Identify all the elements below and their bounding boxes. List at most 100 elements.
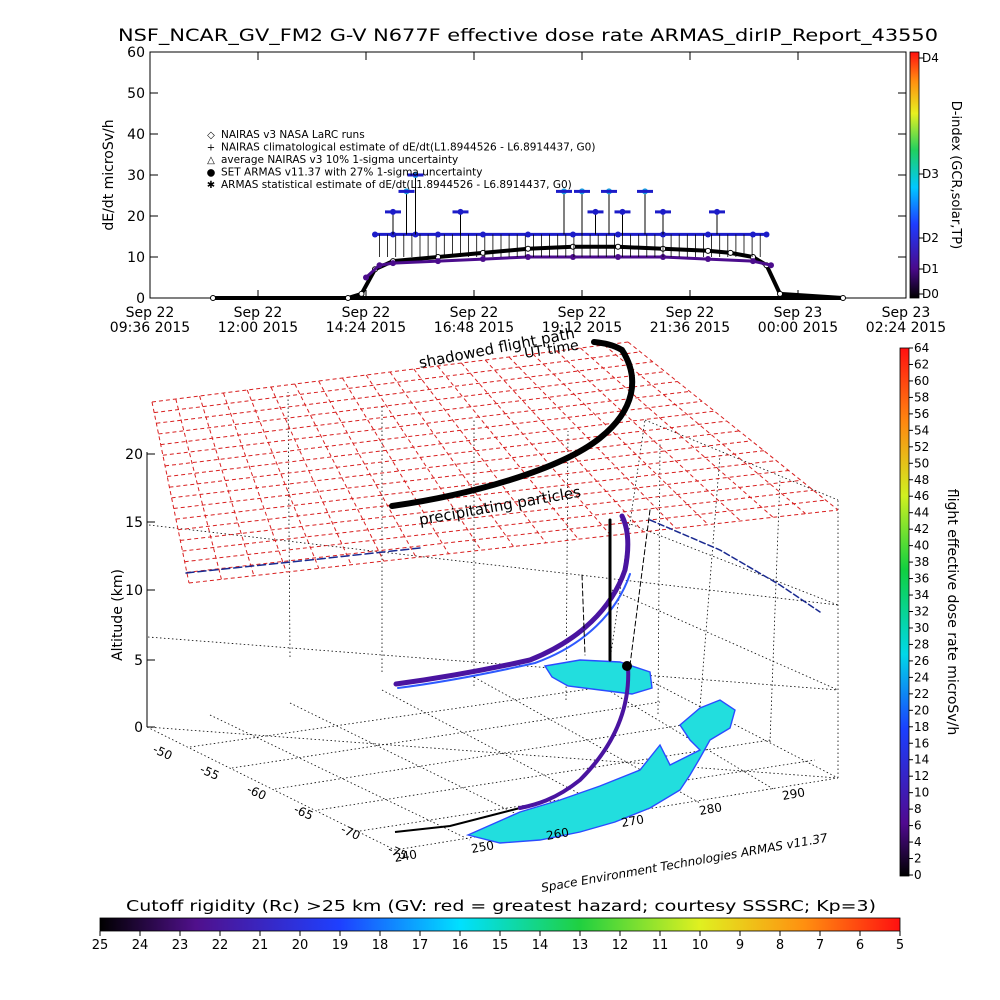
set-armas-point: [750, 231, 756, 238]
rc-tick-label: 5: [896, 938, 904, 953]
armas-stat-point: [390, 260, 396, 267]
nairas-point: [570, 243, 576, 250]
set-armas-point: [570, 231, 576, 238]
latitude-tick-label: -55: [198, 762, 222, 783]
dose-rate-tick-label: 26: [914, 654, 929, 668]
dose-rate-tick-label: 40: [914, 539, 929, 553]
altitude-tick-label: 20: [125, 447, 143, 463]
nairas-point: [727, 249, 734, 256]
dose-rate-tick-label: 6: [914, 819, 922, 833]
dose-rate-tick-label: 12: [914, 769, 929, 783]
dose-rate-tick-label: 62: [914, 357, 929, 371]
altitude-axis-label: Altitude (km): [110, 569, 126, 661]
longitude-tick-label: 240: [393, 847, 418, 865]
d-index-tick-label: D3: [922, 167, 939, 181]
vertical-drop-line-b: [581, 509, 651, 666]
armas-stat-point: [570, 254, 576, 260]
armas-stat-point: [768, 262, 774, 269]
legend-label: NAIRAS climatological estimate of dE/dt(…: [221, 142, 595, 154]
top-x-tick-label-date: Sep 22: [666, 305, 715, 321]
dose-rate-tick-label: 36: [914, 572, 929, 586]
rc-tick-label: 25: [92, 938, 109, 953]
dose-rate-colorbar-title: flight effective dose rate microSv/h: [944, 489, 960, 735]
legend-symbol: ◇: [207, 130, 215, 141]
annotation-precipitating-particles: precipitating particles: [418, 483, 583, 529]
nairas-point: [480, 249, 486, 256]
top-x-tick-label-date: Sep 23: [882, 305, 931, 321]
cyan-footprint-region-b: [543, 659, 653, 695]
top-x-tick-label-time: 19:12 2015: [542, 320, 622, 336]
rc-tick-label: 12: [612, 938, 629, 953]
nairas-point: [525, 245, 531, 252]
dose-rate-tick-label: 24: [914, 670, 929, 684]
altitude-tick-label: 5: [134, 653, 143, 669]
software-credit: Space Environment Technologies ARMAS v11…: [540, 831, 829, 895]
latitude-tick-label: -50: [151, 742, 175, 763]
particle-layer-grid-line: [151, 401, 190, 584]
particle-layer-grid-line: [154, 351, 641, 414]
dose-rate-tick-label: 38: [914, 555, 929, 569]
particle-layer-grid-line: [413, 368, 547, 544]
flight-track-west-shadow: [185, 547, 421, 574]
dose-rate-tick-label: 0: [914, 868, 922, 882]
armas-stat-point: [525, 254, 531, 260]
d-index-tick-label: D4: [922, 51, 939, 65]
top-y-tick-label: 20: [127, 209, 145, 225]
top-y-axis: 0 10 20 30 40 50 60: [127, 45, 906, 307]
rc-tick-label: 16: [452, 938, 469, 953]
altitude-tick-label: 0: [134, 720, 143, 736]
top-x-tick-label-time: 09:36 2015: [110, 320, 190, 336]
top-y-tick-label: 30: [127, 168, 145, 184]
longitude-tick-label: 260: [545, 825, 570, 843]
shadowed-flight-path: [389, 339, 636, 509]
top-y-tick-label: 40: [127, 127, 145, 143]
particle-layer-grid-line: [184, 489, 814, 563]
latitude-tick-label: -60: [245, 782, 269, 803]
particle-layer-grid-line: [532, 353, 709, 525]
dose-rate-tick-label: 48: [914, 473, 929, 487]
longitude-tick-label: 280: [698, 800, 723, 818]
particle-layer-grid-line: [580, 347, 774, 518]
flight-path-3d-panel: shadowed flight path UT time precipitati…: [110, 324, 960, 895]
longitude-axis: 240 250 260 270 280 290: [393, 785, 806, 865]
latitude-tick-label: -70: [339, 822, 363, 843]
top-y-tick-label: 0: [136, 291, 145, 307]
dose-rate-tick-label: 8: [914, 802, 922, 816]
rc-tick-label: 7: [816, 938, 824, 953]
dose-rate-tick-label: 14: [914, 753, 929, 767]
set-armas-point: [763, 231, 770, 238]
flight-track-lower-arc-blue: [397, 573, 631, 689]
flight-track-east-shadow: [649, 519, 821, 613]
latitude-axis: -50-55-60-65-70-75: [151, 742, 410, 863]
rc-tick-label: 18: [372, 938, 389, 953]
top-x-tick-label-date: Sep 22: [342, 305, 391, 321]
cyan-footprint-region: [465, 699, 736, 844]
top-x-tick-label-date: Sep 22: [450, 305, 499, 321]
legend-symbol: △: [207, 155, 215, 166]
dose-rate-tick-label: 64: [914, 341, 929, 355]
top-y-axis-label: dE/dt microSv/h: [101, 119, 117, 230]
rc-tick-label: 6: [856, 938, 864, 953]
particle-layer-grid-line: [318, 380, 417, 558]
d-index-tick-label: D1: [922, 262, 939, 276]
dose-rate-tick-label: 28: [914, 637, 929, 651]
dose-rate-tick-label: 58: [914, 390, 929, 404]
particle-layer-grid-line: [188, 509, 839, 584]
particle-layer-grid-line: [199, 395, 255, 576]
particle-layer-grid-line: [162, 390, 690, 456]
flight-path-tracks: [185, 339, 821, 810]
nairas-point: [210, 295, 216, 301]
back-wall-grid: [146, 391, 839, 779]
set-armas-point: [615, 231, 621, 238]
legend-label: SET ARMAS v11.37 with 27% 1-sigma uncert…: [221, 167, 483, 179]
legend-symbol: +: [207, 143, 215, 154]
top-y-tick-label: 10: [127, 250, 145, 266]
latitude-tick-label: -65: [292, 802, 316, 823]
armas-stat-point: [705, 256, 711, 263]
set-armas-point: [525, 231, 531, 238]
armas-stat-point: [363, 274, 369, 281]
dose-rate-tick-label: 18: [914, 720, 929, 734]
particle-layer-grid-line: [186, 499, 826, 573]
nairas-point: [615, 243, 621, 250]
rc-tick-label: 22: [212, 938, 229, 953]
